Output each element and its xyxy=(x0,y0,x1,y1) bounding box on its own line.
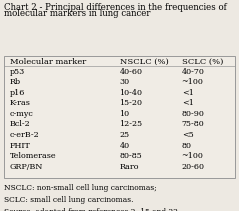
Text: 25: 25 xyxy=(120,131,130,139)
Text: Source: adapted from references 2, 15 and 22: Source: adapted from references 2, 15 an… xyxy=(4,208,178,211)
Text: SCLC: small cell lung carcinomas.: SCLC: small cell lung carcinomas. xyxy=(4,196,133,204)
Text: 80: 80 xyxy=(182,142,192,150)
Text: 40-70: 40-70 xyxy=(182,68,205,76)
Text: 10-40: 10-40 xyxy=(120,89,142,97)
Text: NSCLC (%): NSCLC (%) xyxy=(120,58,168,66)
Text: Molecular marker: Molecular marker xyxy=(10,58,86,66)
Text: 80-85: 80-85 xyxy=(120,152,142,160)
Text: Raro: Raro xyxy=(120,163,139,171)
Text: p16: p16 xyxy=(10,89,25,97)
Text: Telomerase: Telomerase xyxy=(10,152,56,160)
Text: 15-20: 15-20 xyxy=(120,99,142,107)
Text: ~100: ~100 xyxy=(182,152,204,160)
Text: ~100: ~100 xyxy=(182,78,204,86)
FancyBboxPatch shape xyxy=(4,56,235,178)
Text: 75-80: 75-80 xyxy=(182,120,204,128)
Text: 40: 40 xyxy=(120,142,130,150)
Text: p53: p53 xyxy=(10,68,25,76)
Text: <1: <1 xyxy=(182,89,194,97)
Text: FHIT: FHIT xyxy=(10,142,30,150)
Text: Bcl-2: Bcl-2 xyxy=(10,120,30,128)
Text: c-myc: c-myc xyxy=(10,110,33,118)
Text: 20-60: 20-60 xyxy=(182,163,205,171)
Text: 80-90: 80-90 xyxy=(182,110,205,118)
Text: Chart 2 - Principal differences in the frequencies of: Chart 2 - Principal differences in the f… xyxy=(4,3,226,12)
Text: c-erB-2: c-erB-2 xyxy=(10,131,39,139)
Text: 12-25: 12-25 xyxy=(120,120,143,128)
Text: 40-60: 40-60 xyxy=(120,68,142,76)
Text: 10: 10 xyxy=(120,110,130,118)
Text: NSCLC: non-small cell lung carcinomas;: NSCLC: non-small cell lung carcinomas; xyxy=(4,184,156,192)
Text: SCLC (%): SCLC (%) xyxy=(182,58,223,66)
Text: <1: <1 xyxy=(182,99,194,107)
Text: Rb: Rb xyxy=(10,78,21,86)
Text: GRP/BN: GRP/BN xyxy=(10,163,43,171)
Text: K-ras: K-ras xyxy=(10,99,30,107)
Text: 30: 30 xyxy=(120,78,130,86)
Text: molecular markers in lung cancer: molecular markers in lung cancer xyxy=(4,9,150,19)
Text: <5: <5 xyxy=(182,131,193,139)
